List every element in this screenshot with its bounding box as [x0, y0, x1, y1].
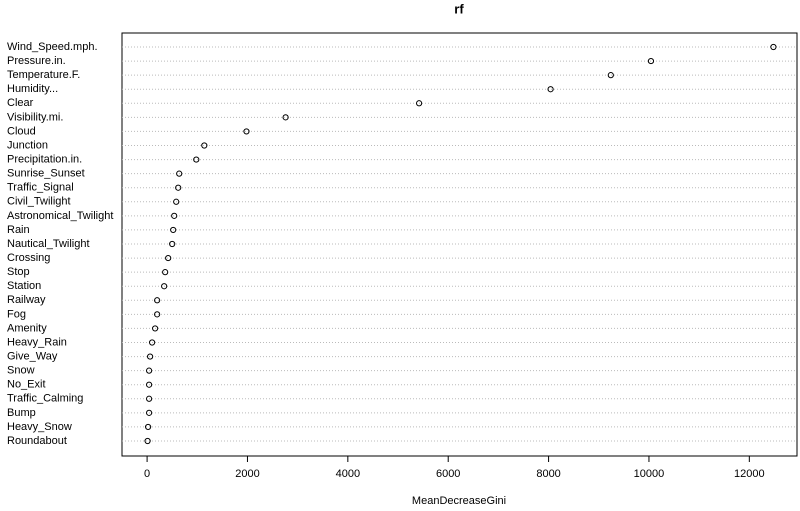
y-category-label: Traffic_Signal [7, 182, 74, 194]
y-category-label: Bump [7, 407, 36, 419]
dot [243, 128, 250, 135]
dot [152, 325, 159, 332]
y-category-label: Clear [7, 97, 34, 109]
dot [193, 156, 200, 163]
dot [647, 57, 655, 65]
y-category-label: Rain [7, 224, 30, 236]
dot [770, 43, 777, 51]
dot [149, 339, 156, 346]
dot [161, 283, 168, 290]
dot [154, 311, 161, 318]
dot [282, 114, 289, 121]
y-category-label: Roundabout [7, 435, 67, 447]
y-category-label: No_Exit [7, 379, 46, 391]
dot [144, 437, 151, 445]
dot [169, 240, 176, 248]
y-category-label: Pressure.in. [7, 55, 66, 67]
dot [175, 184, 182, 191]
dot [146, 395, 153, 402]
dot [162, 269, 169, 276]
dot [607, 72, 614, 79]
dot [201, 142, 208, 149]
y-category-label: Sunrise_Sunset [7, 168, 85, 180]
dot [416, 100, 423, 107]
y-category-label: Civil_Twilight [7, 196, 71, 208]
dot [154, 297, 161, 304]
y-category-label: Snow [7, 365, 35, 377]
y-category-label: Humidity... [7, 83, 58, 95]
x-tick-label: 0 [144, 468, 150, 480]
y-category-label: Temperature.F. [7, 69, 80, 81]
y-category-label: Crossing [7, 252, 50, 264]
dot [173, 198, 180, 205]
x-tick-label: 4000 [336, 468, 360, 480]
dot [165, 254, 172, 262]
dot [176, 170, 183, 177]
dot [147, 353, 154, 360]
dot [171, 212, 178, 219]
y-category-label: Give_Way [7, 350, 58, 362]
y-category-label: Nautical_Twilight [7, 238, 90, 250]
y-category-label: Fog [7, 308, 26, 320]
dot [146, 409, 153, 416]
x-tick-label: 12000 [734, 468, 765, 480]
y-category-label: Visibility.mi. [7, 111, 63, 123]
x-axis-label: MeanDecreaseGini [412, 495, 506, 507]
y-category-label: Amenity [7, 322, 47, 334]
y-category-label: Railway [7, 294, 46, 306]
y-category-label: Junction [7, 139, 48, 151]
dot [146, 367, 153, 374]
y-category-label: Wind_Speed.mph. [7, 41, 98, 53]
x-tick-label: 6000 [436, 468, 460, 480]
y-category-label: Cloud [7, 125, 36, 137]
y-category-label: Precipitation.in. [7, 153, 82, 165]
dot [170, 226, 177, 234]
x-tick-label: 10000 [634, 468, 665, 480]
dot [547, 86, 554, 93]
y-category-label: Heavy_Snow [7, 421, 72, 433]
dot [146, 381, 153, 388]
chart-title: rf [454, 1, 464, 16]
y-category-label: Astronomical_Twilight [7, 210, 113, 222]
y-category-label: Heavy_Rain [7, 336, 67, 348]
y-category-label: Station [7, 280, 41, 292]
x-tick-label: 8000 [536, 468, 560, 480]
y-category-label: Traffic_Calming [7, 393, 83, 405]
dot [144, 423, 152, 431]
x-tick-label: 2000 [235, 468, 259, 480]
y-category-label: Stop [7, 266, 30, 278]
